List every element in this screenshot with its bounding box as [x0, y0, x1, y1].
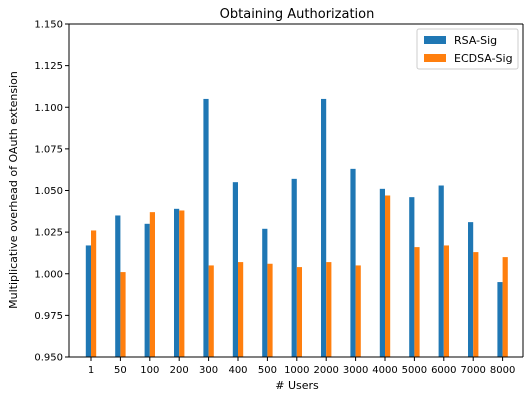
x-tick-label-50: 50 — [114, 365, 127, 376]
bar-rsa-sig-6000 — [438, 185, 444, 357]
x-tick-label-300: 300 — [199, 365, 218, 376]
y-tick-label-1.100: 1.100 — [34, 103, 63, 114]
legend-swatch-rsa-sig — [424, 36, 446, 44]
plot-area: 0.950 0.975 1.000 1.025 1.050 1.075 1.100 1.125… — [34, 20, 524, 376]
x-tick-label-4000: 4000 — [372, 365, 397, 376]
bar-ecdsa-sig-1000 — [296, 267, 302, 357]
bar-rsa-sig-5000 — [409, 197, 415, 357]
x-tick-label-500: 500 — [258, 365, 277, 376]
bar-rsa-sig-2000 — [321, 98, 327, 358]
bar-ecdsa-sig-2000 — [326, 262, 332, 357]
x-tick-label-7000: 7000 — [460, 365, 485, 376]
bar-rsa-sig-3000 — [350, 168, 356, 357]
y-tick-label-1.150: 1.150 — [34, 20, 63, 31]
bar-ecdsa-sig-1 — [91, 230, 97, 357]
bar-rsa-sig-100 — [144, 223, 150, 357]
bar-rsa-sig-8000 — [497, 282, 503, 357]
y-tick-label-0.975: 0.975 — [34, 311, 63, 322]
x-tick-label-400: 400 — [228, 365, 247, 376]
x-tick-label-3000: 3000 — [343, 365, 368, 376]
bar-rsa-sig-4000 — [379, 188, 385, 357]
bar-rsa-sig-400 — [232, 182, 238, 357]
bar-ecdsa-sig-3000 — [355, 265, 361, 357]
y-tick-label-1.075: 1.075 — [34, 144, 63, 155]
x-tick-label-2000: 2000 — [313, 365, 338, 376]
bar-rsa-sig-50 — [115, 215, 121, 357]
x-tick-label-1: 1 — [88, 365, 94, 376]
legend-swatch-ecdsa-sig — [424, 54, 446, 62]
chart-title: Obtaining Authorization — [220, 7, 375, 22]
x-axis-label: # Users — [275, 379, 319, 392]
bar-rsa-sig-7000 — [468, 222, 474, 357]
bar-ecdsa-sig-7000 — [473, 252, 479, 357]
bar-ecdsa-sig-200 — [179, 210, 185, 357]
y-tick-label-1.050: 1.050 — [34, 186, 63, 197]
x-tick-label-5000: 5000 — [402, 365, 427, 376]
bar-rsa-sig-1000 — [291, 178, 297, 357]
y-tick-label-1.125: 1.125 — [34, 61, 63, 72]
x-tick-label-8000: 8000 — [490, 365, 515, 376]
x-tick-label-6000: 6000 — [431, 365, 456, 376]
bar-rsa-sig-300 — [203, 98, 209, 358]
y-tick-label-1.000: 1.000 — [34, 269, 63, 280]
bar-rsa-sig-200 — [174, 208, 180, 357]
y-tick-label-0.950: 0.950 — [34, 353, 63, 364]
bar-ecdsa-sig-400 — [238, 262, 244, 357]
x-tick-label-1000: 1000 — [284, 365, 309, 376]
bar-ecdsa-sig-500 — [267, 263, 273, 357]
bar-rsa-sig-1 — [85, 245, 91, 357]
x-tick-label-100: 100 — [140, 365, 159, 376]
legend-label-ecdsa-sig: ECDSA-Sig — [454, 52, 513, 65]
y-axis-label: Multiplicative overhead of OAuth extensi… — [7, 71, 20, 309]
legend-label-rsa-sig: RSA-Sig — [454, 34, 497, 47]
bar-rsa-sig-500 — [262, 228, 268, 357]
bar-ecdsa-sig-300 — [208, 265, 214, 357]
bar-ecdsa-sig-8000 — [502, 257, 508, 357]
bar-ecdsa-sig-6000 — [443, 245, 449, 357]
bar-ecdsa-sig-50 — [120, 272, 126, 357]
y-tick-label-1.025: 1.025 — [34, 228, 63, 239]
bar-ecdsa-sig-5000 — [414, 247, 420, 357]
bar-ecdsa-sig-4000 — [385, 195, 391, 357]
legend: RSA-Sig ECDSA-Sig — [416, 28, 519, 70]
bar-ecdsa-sig-100 — [149, 212, 155, 357]
x-tick-label-200: 200 — [170, 365, 189, 376]
